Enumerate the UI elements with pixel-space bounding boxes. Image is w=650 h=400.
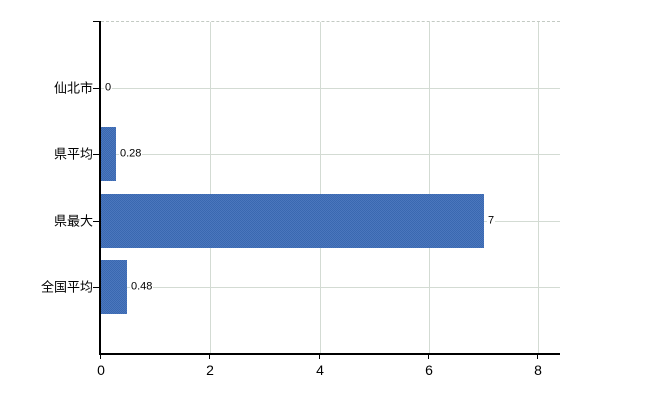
plot-top-border bbox=[101, 21, 560, 22]
y-axis-tick bbox=[93, 154, 99, 155]
y-axis-tick bbox=[93, 287, 99, 288]
gridline-horizontal bbox=[101, 154, 560, 155]
gridline-vertical bbox=[320, 22, 321, 353]
x-tick-label: 2 bbox=[206, 362, 214, 378]
gridline-horizontal bbox=[101, 88, 560, 89]
category-label: 仙北市 bbox=[53, 80, 93, 96]
category-label: 県最大 bbox=[53, 213, 93, 229]
gridline-vertical bbox=[210, 22, 211, 353]
bar-value-label: 0.28 bbox=[119, 147, 143, 161]
x-axis-tick bbox=[428, 355, 429, 359]
bar bbox=[101, 127, 116, 181]
y-axis-tick bbox=[93, 21, 99, 22]
y-axis-tick bbox=[93, 88, 99, 89]
x-axis-tick bbox=[100, 355, 101, 359]
category-label: 全国平均 bbox=[40, 279, 93, 295]
x-axis-tick bbox=[537, 355, 538, 359]
x-tick-label: 0 bbox=[97, 362, 105, 378]
y-axis-line bbox=[99, 21, 101, 355]
x-tick-label: 6 bbox=[425, 362, 433, 378]
gridline-vertical bbox=[538, 22, 539, 353]
x-axis-tick bbox=[319, 355, 320, 359]
x-axis-line bbox=[99, 353, 560, 355]
bar-value-label: 7 bbox=[487, 214, 496, 228]
gridline-vertical bbox=[429, 22, 430, 353]
y-axis-tick bbox=[93, 221, 99, 222]
x-axis-tick bbox=[209, 355, 210, 359]
x-tick-label: 8 bbox=[534, 362, 542, 378]
bar-value-label: 0 bbox=[104, 81, 113, 95]
category-label: 県平均 bbox=[53, 146, 93, 162]
bar-value-label: 0.48 bbox=[130, 280, 154, 294]
bar bbox=[101, 260, 127, 314]
gridline-horizontal bbox=[101, 287, 560, 288]
x-tick-label: 4 bbox=[316, 362, 324, 378]
bar bbox=[101, 194, 484, 248]
